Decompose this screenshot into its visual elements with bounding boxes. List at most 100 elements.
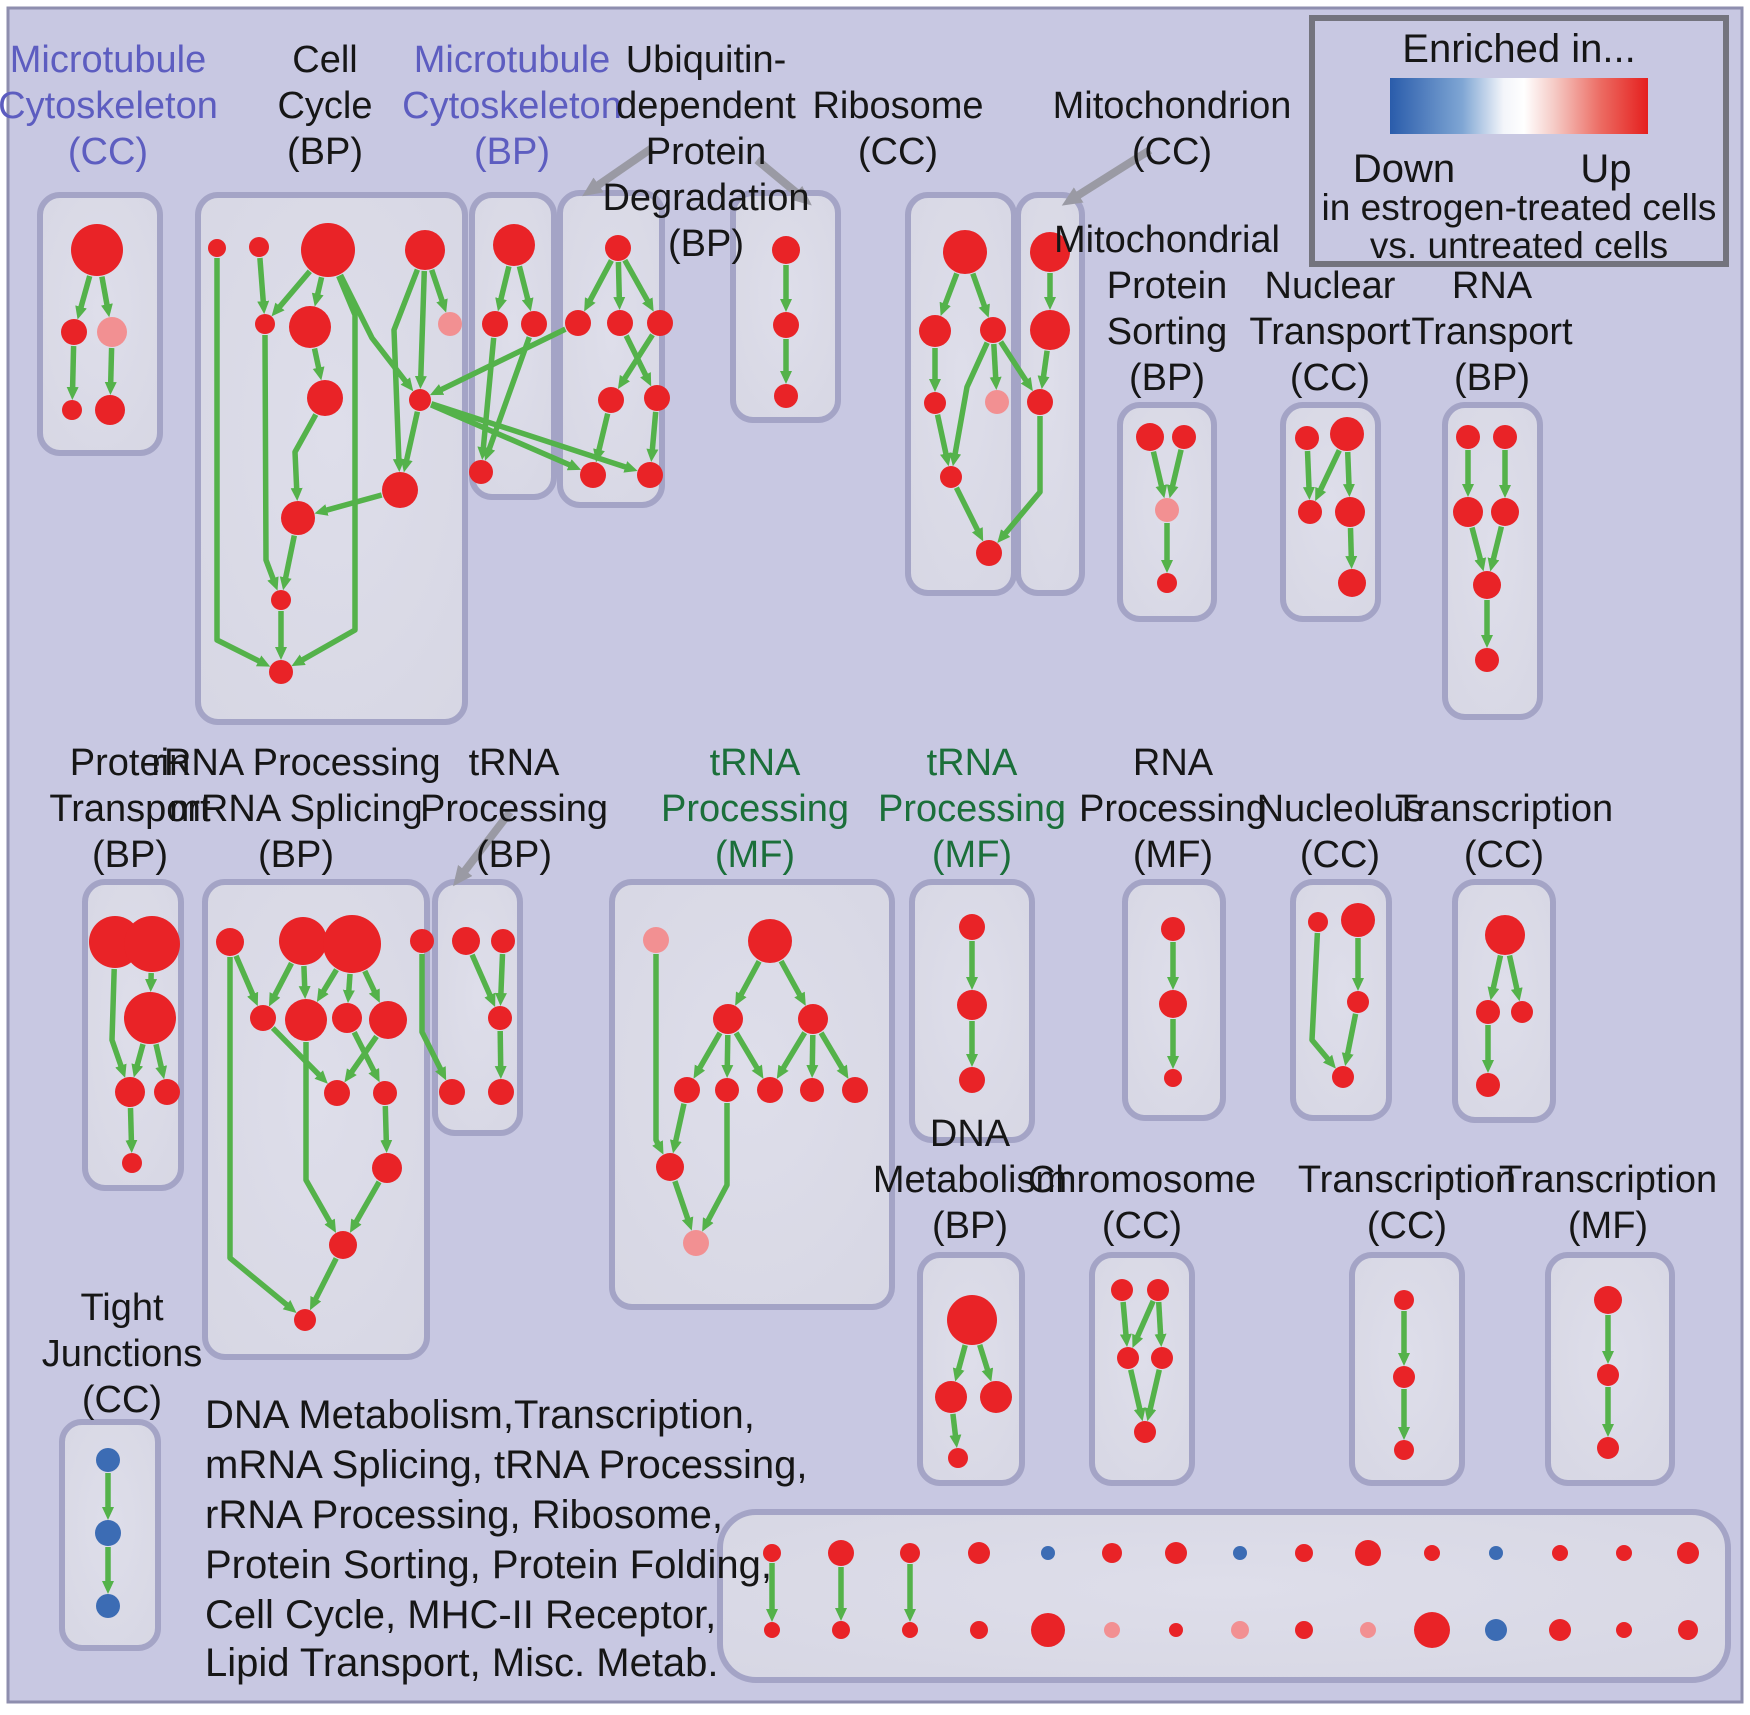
- legend-gradient-bar: [1390, 78, 1648, 134]
- rna-transport-label-line1: RNA: [1452, 265, 1533, 307]
- rrna-label-line2: mRNA Splicing: [169, 788, 422, 830]
- summary-bottom-node-2: [832, 1621, 850, 1639]
- trna-bp-node-low1: [439, 1079, 465, 1105]
- summary-top-node-10: [1355, 1540, 1381, 1566]
- ubiquitin-a-node-m1: [565, 310, 591, 336]
- rna-processing-mf-label-line2: Processing: [1079, 788, 1267, 830]
- ubiquitin-a-label-line5: (BP): [668, 223, 744, 265]
- dna-metabolism-edge-big-m2: [977, 1343, 994, 1382]
- trna-mf-large-edge-pk-x: [652, 954, 664, 1155]
- nucleolus-node-s: [1308, 912, 1328, 932]
- summary-bottom-node-8: [1231, 1621, 1249, 1639]
- trna-mf-small-label-line1: tRNA: [927, 742, 1018, 784]
- nuclear-transport-edge-s-ml: [1302, 450, 1315, 500]
- ribosome-edge-mr-pk: [989, 343, 1002, 390]
- microtubule-bp-node-bot: [469, 460, 493, 484]
- cell-cycle-edge-n2-n5: [257, 257, 270, 315]
- dna-metabolism-node-m1: [935, 1381, 967, 1413]
- summary-bottom-node-7: [1169, 1623, 1183, 1637]
- tight-junctions-label-line3: (CC): [82, 1379, 162, 1421]
- ubiquitin-a-edge-m2-p2: [623, 334, 652, 387]
- chromosome-node-m1: [1117, 1347, 1139, 1369]
- transcription-cc2-node-c: [1394, 1440, 1414, 1460]
- summary-top-node-4: [968, 1542, 990, 1564]
- rrna-edge-s3-f: [351, 1031, 380, 1083]
- transcription-cc1-node-big: [1485, 915, 1525, 955]
- ribosome-box: [905, 192, 1017, 596]
- chromosome-label-line2: (CC): [1102, 1205, 1182, 1247]
- trna-mf-large-node-ml: [713, 1004, 743, 1034]
- rrna-edge-s1-e: [270, 1026, 328, 1084]
- cross-edge-ribosome.mr-mitochondrion.low: [998, 340, 1033, 392]
- trna-mf-large-node-pb: [683, 1230, 709, 1256]
- microtubule-cc-edge-a-b: [75, 275, 93, 320]
- trna-mf-small-label-line3: (MF): [932, 834, 1012, 876]
- summary-top-node-8: [1233, 1546, 1247, 1560]
- microtubule-bp-node-m1: [482, 311, 508, 337]
- cell-cycle-edge-n3-n5: [271, 269, 312, 317]
- summary-bottom-node-1: [764, 1622, 780, 1638]
- transcription-cc1-node-bot: [1476, 1073, 1500, 1097]
- dna-metabolism-edge-big-m1: [952, 1344, 968, 1382]
- cell-cycle-label-line1: Cell: [292, 39, 357, 81]
- rna-transport-node-m2: [1491, 498, 1519, 526]
- mito-protein-sorting-node-bot: [1157, 573, 1177, 593]
- cell-cycle-edge-n11-n12: [279, 535, 297, 591]
- rrna-node-f: [373, 1081, 397, 1105]
- tight-junctions-label-line2: Junctions: [42, 1333, 203, 1375]
- chromosome-box: [1089, 1252, 1195, 1486]
- microtubule-cc-label-line1: Microtubule: [10, 39, 206, 81]
- summary-bottom-node-11: [1414, 1612, 1450, 1648]
- legend-title: Enriched in...: [1402, 27, 1635, 71]
- cell-cycle-edge-n4-n7: [429, 269, 448, 313]
- mitochondrion-pointer-icon: [1061, 146, 1153, 206]
- mito-protein-sorting-label-line3: Sorting: [1107, 311, 1227, 353]
- trna-mf-large-label-line1: tRNA: [710, 742, 801, 784]
- summary-top-node-13: [1552, 1545, 1568, 1561]
- tight-junctions-node-c: [96, 1594, 120, 1618]
- legend-subtitle-line2: vs. untreated cells: [1370, 225, 1668, 266]
- cell-cycle-edge-n4-n9: [414, 270, 428, 389]
- nuclear-transport-label-line3: (CC): [1290, 357, 1370, 399]
- rna-transport-node-t1: [1456, 425, 1480, 449]
- trna-mf-large-edge-r1-x: [669, 1103, 687, 1154]
- cell-cycle-edge-n8-n11: [290, 413, 319, 501]
- nuclear-transport-node-b: [1330, 417, 1364, 451]
- trna-mf-large-node-mr: [798, 1004, 828, 1034]
- microtubule-cc-node-b: [61, 319, 87, 345]
- trna-mf-large-edge-big-ml: [735, 959, 762, 1006]
- dna-metabolism-node-bot: [948, 1448, 968, 1468]
- transcription-cc2-label-line1: Transcription: [1298, 1159, 1516, 1201]
- summary-bottom-node-14: [1616, 1622, 1632, 1638]
- transcription-cc2-label-line2: (CC): [1367, 1205, 1447, 1247]
- dna-metabolism-node-m2: [980, 1381, 1012, 1413]
- summary-top-node-11: [1424, 1545, 1440, 1561]
- cell-cycle-label-line3: (BP): [287, 131, 363, 173]
- summary-bottom-node-15: [1678, 1620, 1698, 1640]
- rrna-node-e: [324, 1080, 350, 1106]
- ubiquitin-b-node-c: [774, 384, 798, 408]
- nucleolus-node-bot: [1332, 1066, 1354, 1088]
- chromosome-node-m2: [1151, 1347, 1173, 1369]
- cell-cycle-node-n10: [382, 472, 418, 508]
- ubiquitin-a-node-m2: [607, 310, 633, 336]
- chromosome-label-line1: Chromosome: [1028, 1159, 1256, 1201]
- rrna-edge-j-k: [309, 1257, 339, 1311]
- ubiquitin-a-node-p2: [644, 385, 670, 411]
- ubiquitin-a-node-q1: [580, 462, 606, 488]
- cell-cycle-edge-n3-n13: [291, 274, 358, 667]
- trna-mf-large-node-r2: [715, 1078, 739, 1102]
- ubiquitin-a-node-p1: [598, 387, 624, 413]
- note-line-1: DNA Metabolism,Transcription,: [205, 1393, 755, 1437]
- nucleolus-edge-m-bot: [1341, 1013, 1359, 1067]
- ribosome-edge-ll-ls: [934, 414, 952, 467]
- cross-edge-cell-cycle.n9-ubiquitin-a.q2: [430, 401, 638, 473]
- protein-transport-node-bot: [122, 1153, 142, 1173]
- summary-top-node-7: [1165, 1542, 1187, 1564]
- transcription-cc1-node-mr: [1511, 1001, 1533, 1023]
- summary-top-node-2: [828, 1540, 854, 1566]
- trna-bp-label-line2: Processing: [420, 788, 608, 830]
- trna-mf-small-node-a: [959, 914, 985, 940]
- protein-transport-edge-bm-l2: [153, 1043, 168, 1080]
- trna-mf-large-edge-mr-r5: [818, 1031, 849, 1079]
